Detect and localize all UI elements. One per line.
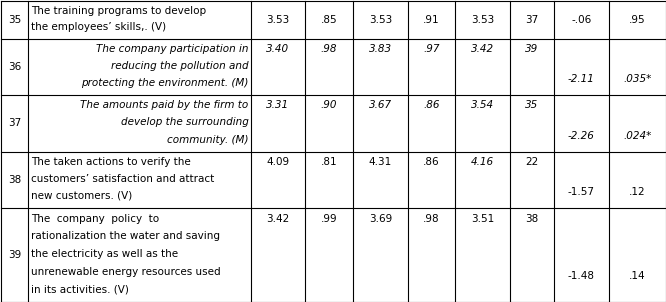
Text: 39: 39 (525, 44, 539, 54)
Text: The taken actions to verify the: The taken actions to verify the (31, 157, 191, 167)
Text: .99: .99 (321, 214, 338, 223)
Text: protecting the environment. (M): protecting the environment. (M) (81, 78, 248, 88)
Text: 36: 36 (8, 62, 21, 72)
Text: new customers. (V): new customers. (V) (31, 191, 133, 201)
Text: 3.42: 3.42 (266, 214, 290, 223)
Text: .98: .98 (423, 214, 440, 223)
Text: .035*: .035* (623, 74, 651, 84)
Text: .95: .95 (629, 15, 645, 25)
Text: 35: 35 (8, 15, 21, 25)
Text: 38: 38 (8, 175, 21, 185)
Text: customers’ satisfaction and attract: customers’ satisfaction and attract (31, 174, 214, 184)
Text: The training programs to develop: The training programs to develop (31, 6, 206, 16)
Text: .98: .98 (321, 44, 338, 54)
Text: 3.42: 3.42 (471, 44, 494, 54)
Text: The company participation in: The company participation in (96, 44, 248, 54)
Text: unrenewable energy resources used: unrenewable energy resources used (31, 267, 221, 277)
Text: 4.09: 4.09 (266, 157, 290, 167)
Text: .91: .91 (423, 15, 440, 25)
Text: 3.53: 3.53 (266, 15, 290, 25)
Text: .14: .14 (629, 271, 645, 281)
Text: rationalization the water and saving: rationalization the water and saving (31, 231, 220, 241)
Text: .97: .97 (423, 44, 440, 54)
Text: .86: .86 (423, 157, 440, 167)
Text: develop the surrounding: develop the surrounding (121, 117, 248, 127)
Text: 4.31: 4.31 (369, 157, 392, 167)
Text: reducing the pollution and: reducing the pollution and (111, 61, 248, 71)
Text: 22: 22 (525, 157, 539, 167)
Text: the employees’ skills,. (V): the employees’ skills,. (V) (31, 22, 166, 32)
Text: .86: .86 (423, 100, 440, 110)
Text: 37: 37 (8, 118, 21, 128)
Text: 39: 39 (8, 250, 21, 260)
Text: 3.54: 3.54 (471, 100, 494, 110)
Text: 3.53: 3.53 (471, 15, 494, 25)
Text: -.06: -.06 (571, 15, 591, 25)
Text: .024*: .024* (623, 131, 651, 141)
Text: .81: .81 (321, 157, 338, 167)
Text: the electricity as well as the: the electricity as well as the (31, 249, 178, 259)
Text: -2.11: -2.11 (567, 74, 595, 84)
Text: 3.31: 3.31 (266, 100, 290, 110)
Text: 3.67: 3.67 (369, 100, 392, 110)
Text: 3.83: 3.83 (369, 44, 392, 54)
Text: The amounts paid by the firm to: The amounts paid by the firm to (81, 100, 248, 110)
Text: The  company  policy  to: The company policy to (31, 214, 160, 223)
Text: 35: 35 (525, 100, 539, 110)
Text: in its activities. (V): in its activities. (V) (31, 284, 129, 294)
Text: 38: 38 (525, 214, 539, 223)
Text: 3.51: 3.51 (471, 214, 494, 223)
Text: 3.69: 3.69 (369, 214, 392, 223)
Text: 3.40: 3.40 (266, 44, 290, 54)
Text: .85: .85 (321, 15, 338, 25)
Text: -2.26: -2.26 (567, 131, 595, 141)
Text: .90: .90 (321, 100, 338, 110)
Text: .12: .12 (629, 187, 645, 197)
Text: community. (M): community. (M) (167, 134, 248, 145)
Text: 3.53: 3.53 (369, 15, 392, 25)
Text: 4.16: 4.16 (471, 157, 494, 167)
Text: -1.48: -1.48 (567, 271, 595, 281)
Text: -1.57: -1.57 (567, 187, 595, 197)
Text: 37: 37 (525, 15, 539, 25)
